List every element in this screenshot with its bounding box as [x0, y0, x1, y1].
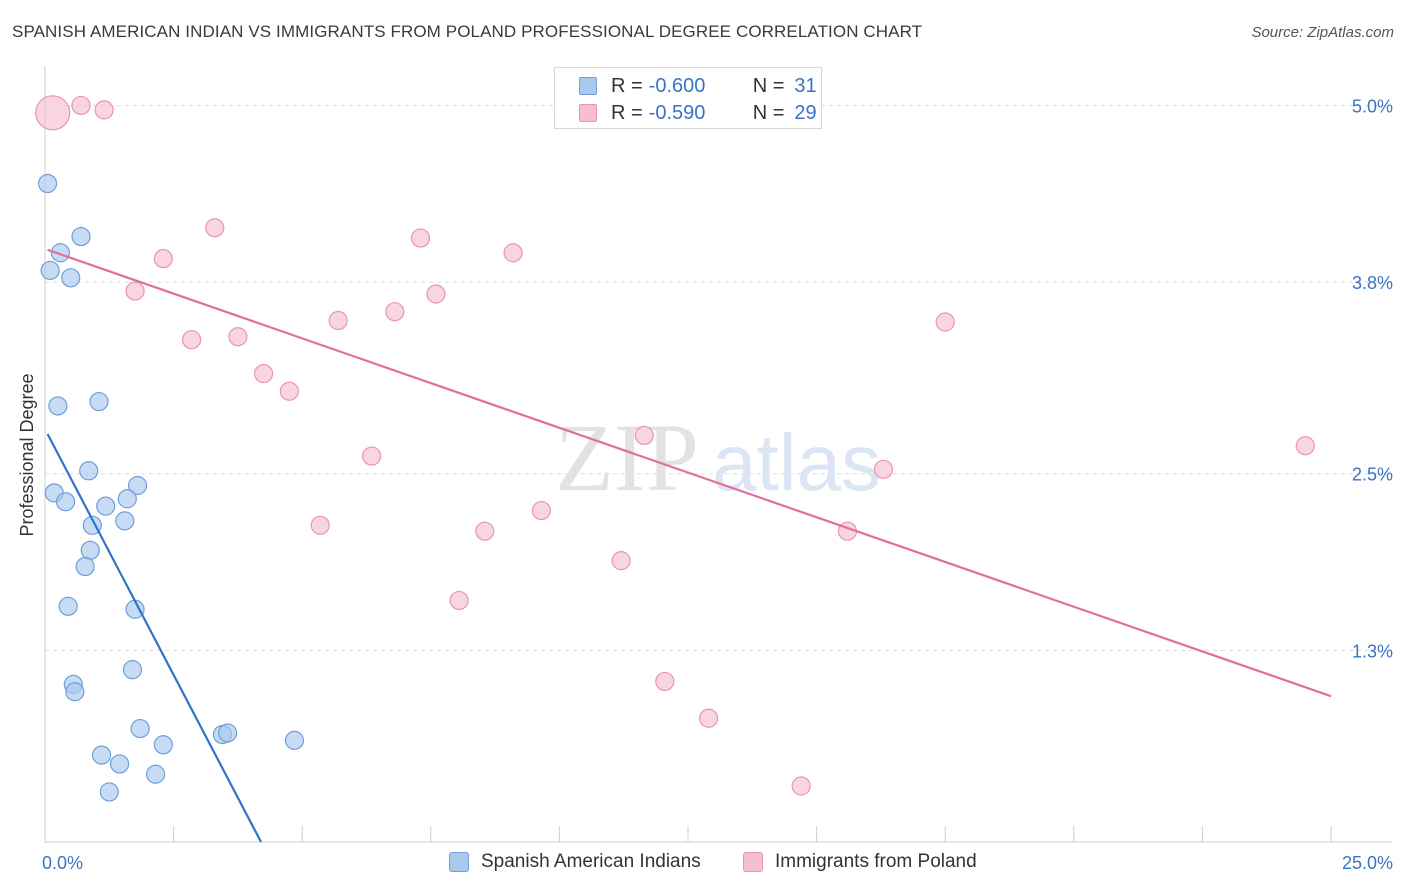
data-point	[58, 596, 78, 616]
data-point	[698, 708, 719, 728]
data-point	[71, 95, 91, 116]
data-point	[91, 745, 112, 765]
legend-row-immigrants-from-poland: R = -0.590 N = 29	[579, 100, 817, 126]
data-point	[153, 249, 173, 269]
data-point	[328, 310, 348, 331]
data-point	[122, 660, 143, 680]
data-point	[634, 425, 654, 446]
legend-n-label: N =	[752, 101, 785, 124]
data-point	[99, 782, 119, 802]
data-point	[79, 461, 99, 481]
data-point	[96, 496, 116, 516]
trend-line-blue	[46, 433, 263, 843]
data-point	[109, 754, 130, 774]
legend-row-spanish-american-indians: R = -0.600 N = 31	[579, 73, 817, 99]
data-point	[182, 330, 202, 350]
y-tick-label: 2.5%	[1352, 465, 1393, 485]
data-point	[531, 500, 551, 521]
axes	[44, 66, 1392, 843]
tick-labels: 1.3% 2.5% 3.8% 5.0% 0.0% 25.0%	[42, 96, 1393, 873]
data-point	[1295, 436, 1315, 456]
data-point	[218, 723, 238, 743]
data-point	[71, 226, 91, 247]
data-point	[55, 492, 76, 512]
data-point	[228, 327, 248, 347]
data-point	[385, 302, 405, 322]
data-point	[125, 281, 145, 301]
bottom-legend-label: Spanish American Indians	[481, 851, 701, 872]
legend-swatch-blue	[579, 77, 597, 95]
data-point	[80, 540, 100, 560]
data-point	[61, 268, 81, 288]
data-point	[254, 363, 274, 384]
watermark-zip: ZIP	[555, 404, 699, 511]
legend-n-value: 29	[794, 101, 817, 124]
trend-lines	[46, 248, 1332, 843]
legend-r-value: -0.600	[648, 74, 706, 97]
x-tick-label: 25.0%	[1342, 853, 1393, 873]
data-point	[37, 173, 58, 194]
data-point	[75, 556, 95, 577]
data-point	[40, 260, 60, 281]
bottom-legend-series1: Spanish American Indians	[449, 851, 701, 873]
data-point	[153, 735, 173, 755]
y-tick-label: 1.3%	[1352, 642, 1393, 662]
data-point	[426, 284, 446, 304]
y-tick-label: 5.0%	[1352, 96, 1393, 116]
trend-line-pink	[47, 248, 1332, 698]
legend-r-label: R =	[611, 74, 643, 97]
data-point	[65, 682, 85, 702]
data-point	[89, 391, 109, 412]
data-point	[115, 511, 135, 531]
data-point	[449, 590, 469, 611]
data-point	[310, 515, 330, 535]
data-point	[503, 243, 523, 263]
watermark-atlas: atlas	[712, 418, 881, 507]
data-point	[611, 551, 631, 571]
gridlines	[45, 104, 1392, 651]
series-spanish-american-indians	[37, 173, 305, 802]
data-point	[50, 243, 71, 263]
legend-n-label: N =	[752, 74, 785, 97]
data-point	[117, 489, 137, 509]
data-point	[935, 312, 955, 332]
data-point	[205, 218, 225, 238]
bottom-legend-series2: Immigrants from Poland	[743, 851, 977, 873]
data-point	[130, 718, 150, 739]
data-point	[284, 730, 305, 750]
data-point	[873, 459, 894, 479]
legend-r-value: -0.590	[648, 101, 706, 124]
data-point	[279, 381, 299, 401]
y-axis-label: Professional Degree	[17, 373, 37, 536]
source-label: Source: ZipAtlas.com	[1251, 24, 1394, 41]
legend-r-label: R =	[611, 101, 643, 124]
bottom-legend-swatch-blue	[449, 852, 469, 872]
legend-n-value: 31	[794, 74, 817, 97]
data-point	[410, 228, 431, 248]
data-point	[48, 396, 68, 416]
series-immigrants-from-poland	[35, 95, 1315, 796]
correlation-legend: R = -0.600 N = 31 R = -0.590 N = 29	[554, 67, 822, 129]
legend-swatch-pink	[579, 104, 597, 122]
data-point	[127, 475, 148, 496]
data-point	[362, 446, 382, 466]
data-point	[791, 776, 811, 796]
data-point	[655, 671, 675, 692]
data-point	[35, 95, 71, 131]
y-tick-label: 3.8%	[1352, 273, 1393, 293]
chart-title: SPANISH AMERICAN INDIAN VS IMMIGRANTS FR…	[12, 22, 923, 41]
data-point	[145, 764, 166, 784]
bottom-legend-swatch-pink	[743, 852, 763, 872]
data-point	[475, 521, 495, 541]
data-point	[94, 100, 114, 120]
bottom-legend-label: Immigrants from Poland	[775, 851, 977, 872]
x-tick-label: 0.0%	[42, 853, 83, 873]
